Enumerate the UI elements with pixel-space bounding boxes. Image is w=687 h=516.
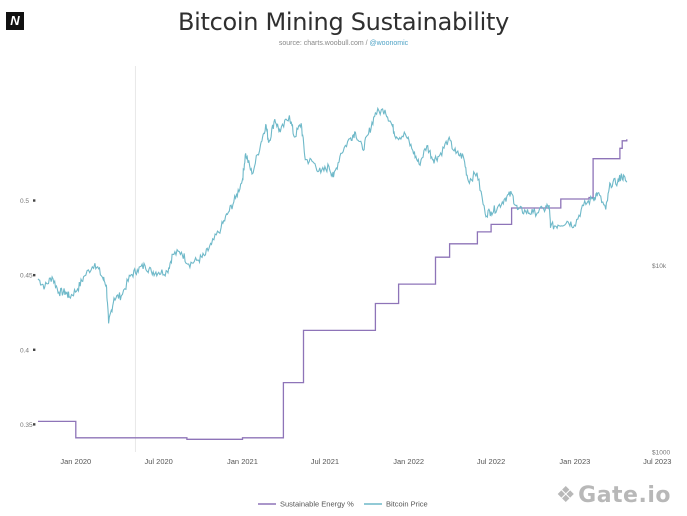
series-line-bitcoin-price: [37, 106, 628, 324]
right-axis: $1000 $10k: [652, 263, 670, 456]
x-tick-label: Jan 2022: [393, 457, 424, 466]
x-tick-label: Jul 2021: [311, 457, 339, 466]
x-tick-label: Jan 2021: [227, 457, 258, 466]
x-tick-label: Jan 2023: [559, 457, 590, 466]
x-tick-label: Jul 2020: [144, 457, 172, 466]
chart-subtitle: source: charts.woobull.com / @woonomic: [0, 40, 687, 47]
x-axis: Jan 2020 Jul 2020 Jan 2021 Jul 2021 Jan 2022…: [60, 457, 671, 466]
y-left-tick-label: 0.45: [20, 273, 33, 280]
brand-logo: N: [6, 12, 24, 30]
series-line-sustainable-energy: [38, 139, 628, 440]
legend: Sustainable Energy % Bitcoin Price: [258, 500, 428, 509]
y-left-tick-mark: [33, 423, 36, 426]
legend-label-sustainable-energy: Sustainable Energy %: [280, 500, 354, 509]
watermark: ❖Gate.io: [556, 483, 671, 508]
y-left-tick-mark: [33, 199, 36, 202]
y-left-tick-mark: [33, 273, 36, 277]
y-right-tick-label: $1000: [652, 450, 670, 457]
subtitle-handle[interactable]: @woonomic: [369, 40, 409, 47]
x-tick-label: Jul 2022: [477, 457, 505, 466]
y-left-tick-mark: [33, 348, 36, 351]
y-left-tick-label: 0.5: [20, 198, 29, 205]
legend-label-bitcoin-price: Bitcoin Price: [386, 500, 428, 509]
y-left-tick-label: 0.35: [20, 422, 33, 429]
x-tick-label: Jan 2020: [60, 457, 91, 466]
y-right-tick-label: $10k: [652, 263, 667, 270]
subtitle-source: source: charts.woobull.com /: [278, 40, 370, 47]
x-tick-label: Jul 2023: [643, 457, 671, 466]
left-axis: 0.35 0.4 0.45 0.5: [20, 198, 36, 429]
series-layer: [37, 106, 628, 440]
watermark-text: Gate.io: [578, 483, 671, 508]
y-left-tick-label: 0.4: [20, 347, 29, 354]
chart-title: Bitcoin Mining Sustainability: [177, 8, 510, 36]
gate-logo-icon: ❖: [555, 483, 577, 508]
